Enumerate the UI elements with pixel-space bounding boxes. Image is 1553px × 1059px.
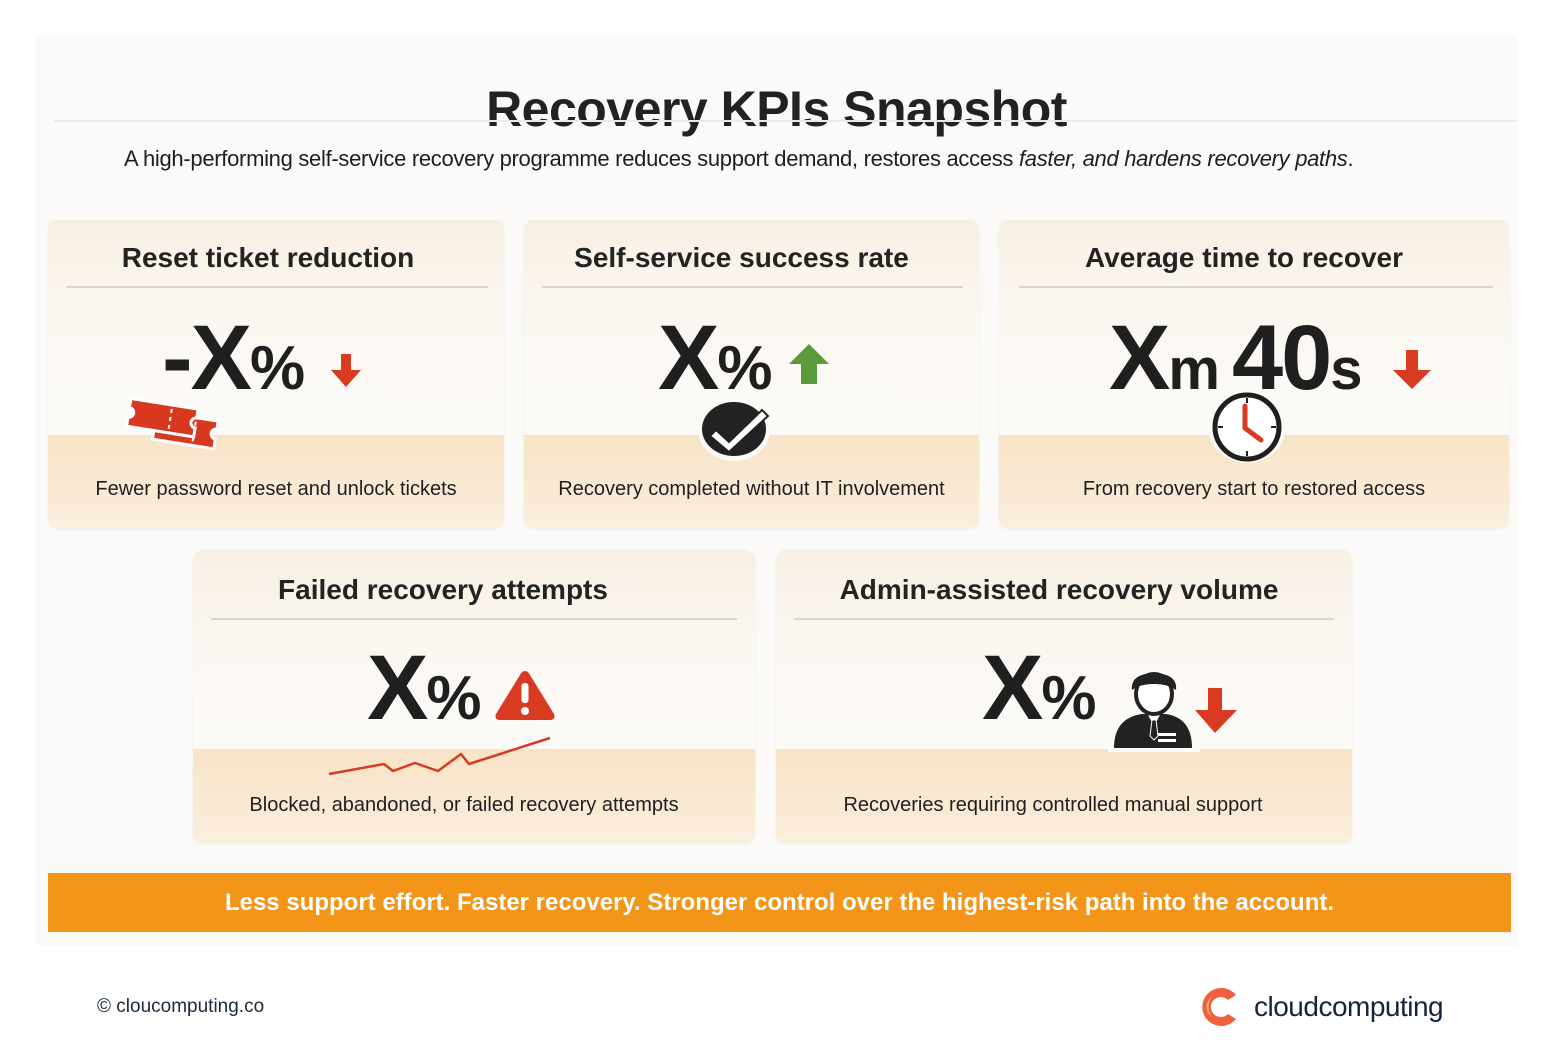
kpi-card-reset-ticket-reduction: Reset ticket reduction -X% Fewer passwor… [48,220,504,528]
value-unit: % [1041,664,1097,733]
brand-name: cloudcomputing [1254,991,1444,1022]
brand-mark-icon [1202,988,1236,1026]
card-divider [794,618,1334,620]
card-divider [542,286,963,288]
card-divider [211,618,737,620]
kpi-value: X% [982,642,1097,734]
value-sign: - [162,307,193,409]
card-title: Admin-assisted recovery volume [839,574,1279,605]
card-description: From recovery start to restored access [1082,478,1426,500]
card-footer-band [48,435,504,528]
card-description: Recoveries requiring controlled manual s… [843,794,1263,816]
page-subtitle: A high-performing self-service recovery … [124,146,1354,172]
check-circle-icon [698,399,770,461]
subtitle-text: A high-performing self-service recovery … [124,146,1019,171]
trend-up-arrow-icon [789,344,829,384]
card-title: Failed recovery attempts [278,574,608,605]
value-minutes-unit: m [1168,337,1220,402]
value-number: X [658,307,719,409]
warning-triangle-icon [495,671,555,720]
card-title: Average time to recover [1085,242,1403,273]
card-description: Blocked, abandoned, or failed recovery a… [249,794,679,816]
trend-down-arrow-icon [1195,688,1237,733]
card-divider [66,286,488,288]
tickets-icon [124,398,220,450]
subtitle-emphasis: faster, and hardens recovery paths [1018,146,1348,171]
kpi-card-admin-assisted-recovery-volume: Admin-assisted recovery volume X% Recove… [776,550,1352,843]
kpi-value: X% [367,642,482,734]
card-description: Fewer password reset and unlock tickets [95,478,457,500]
title-divider [54,120,1517,122]
copyright-text: © cloucomputing.co [97,996,265,1017]
kpi-card-average-time-to-recover: Average time to recover Xm 40s From recov… [999,220,1509,528]
card-footer-band [193,749,755,843]
trend-down-arrow-icon [331,354,361,387]
kpi-card-self-service-success-rate: Self-service success rate X% Recovery co… [524,220,979,528]
kpi-card-failed-recovery-attempts: Failed recovery attempts X% Blocked, aba… [193,550,755,843]
kpi-value: Xm 40s [1109,312,1363,404]
brand-logo[interactable]: cloudcomputing [1200,985,1444,1029]
card-footer-band [776,749,1352,843]
card-description: Recovery completed without IT involvemen… [558,478,945,500]
support-agent-icon [1108,672,1200,752]
page-title: Recovery KPIs Snapshot [486,81,1067,137]
value-unit: % [250,334,306,403]
summary-banner: Less support effort. Faster recovery. St… [48,873,1511,932]
card-title: Reset ticket reduction [121,242,415,273]
trend-line-icon [328,736,551,776]
value-seconds-unit: s [1330,337,1363,402]
value-number: X [190,307,252,409]
value-unit: % [426,664,482,733]
value-number: X [982,637,1043,739]
value-number: X [367,637,428,739]
clock-icon [1209,392,1285,463]
value-seconds: 40 [1231,307,1332,409]
subtitle-period: . [1347,146,1354,171]
kpi-value: X% [658,312,773,404]
card-title: Self-service success rate [574,242,909,273]
trend-down-arrow-icon [1393,350,1431,389]
value-minutes: X [1109,307,1170,409]
card-divider [1019,286,1493,288]
value-unit: % [717,334,773,403]
kpi-value: -X% [162,312,305,404]
